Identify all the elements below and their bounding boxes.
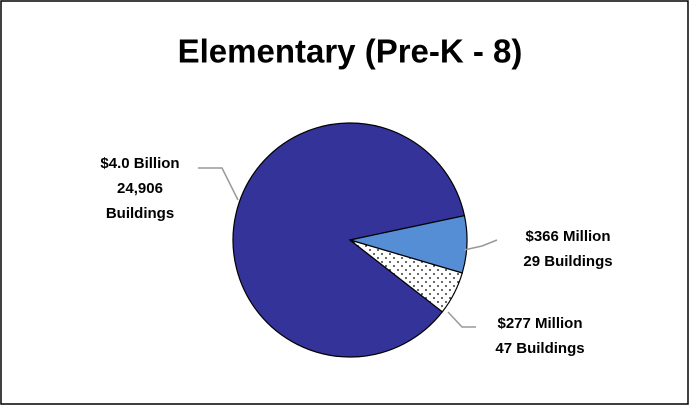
- data-label: Buildings: [106, 205, 174, 222]
- data-label: 24,906: [117, 180, 163, 197]
- leader-line: [447, 311, 476, 328]
- pie-slice: [232, 122, 466, 358]
- pie-slice: [349, 239, 463, 313]
- leader-line: [463, 239, 498, 251]
- leader-line: [198, 167, 239, 201]
- data-label: $277 Million: [497, 315, 582, 332]
- data-label: 47 Buildings: [495, 340, 584, 357]
- data-label: $4.0 Billion: [100, 155, 179, 172]
- data-label: $366 Million: [525, 228, 610, 245]
- data-label: 29 Buildings: [523, 253, 612, 270]
- chart-title: Elementary (Pre-K - 8): [178, 33, 523, 70]
